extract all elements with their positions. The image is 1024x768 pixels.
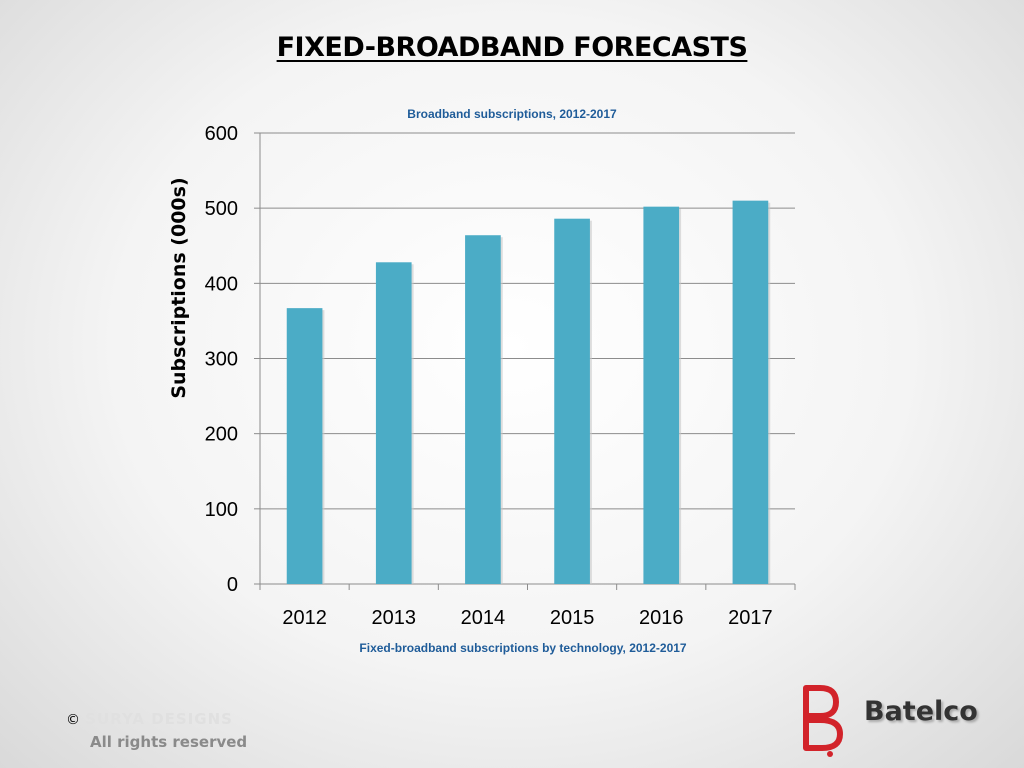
copyright-footer: © SURYA DESIGNS All rights reserved	[66, 708, 247, 753]
rights-text: All rights reserved	[90, 733, 248, 751]
bar-2016	[643, 206, 680, 584]
bar-2017	[732, 200, 769, 584]
y-tick-label: 600	[205, 123, 238, 145]
y-axis-label: Subscriptions (000s)	[168, 177, 190, 398]
brand-name: SURYA DESIGNS	[85, 710, 233, 728]
x-tick-label: 2014	[461, 607, 506, 629]
y-tick-label: 500	[205, 198, 238, 220]
chart-caption: Fixed-broadband subscriptions by technol…	[359, 641, 687, 655]
batelco-logo-icon	[803, 685, 843, 757]
copyright-symbol: ©	[66, 712, 80, 728]
slide-title: FIXED-BROADBAND FORECASTS	[0, 32, 1024, 63]
axes	[254, 132, 796, 590]
bar-2013	[375, 262, 412, 584]
x-tick-label: 2013	[372, 607, 417, 629]
y-tick-label: 300	[205, 349, 238, 371]
x-tick-label: 2017	[728, 607, 773, 629]
x-tick-label: 2016	[639, 607, 684, 629]
slide-title-text: FIXED-BROADBAND FORECASTS	[276, 32, 748, 63]
chart-title: Broadband subscriptions, 2012-2017	[407, 107, 617, 121]
bar-2012	[286, 308, 323, 584]
gridlines	[260, 132, 795, 510]
y-tick-label: 200	[205, 424, 238, 446]
x-tick-label: 2012	[282, 607, 327, 629]
bars	[286, 200, 771, 584]
bar-2014	[465, 235, 501, 584]
bar-2015	[554, 218, 590, 584]
x-tick-label: 2015	[550, 607, 595, 629]
tick-labels: 0 100 200 300 400 500 600 2012 2013 2014 2015 2016 2…	[205, 123, 773, 629]
logo-wordmark: Batelco	[864, 696, 978, 727]
y-tick-label: 400	[205, 273, 238, 295]
y-tick-label: 0	[227, 574, 238, 596]
y-tick-label: 100	[205, 499, 238, 521]
